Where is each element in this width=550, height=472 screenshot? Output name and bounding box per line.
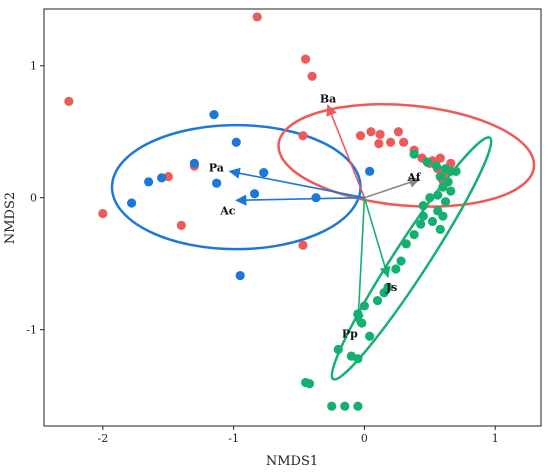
scatter-point-series-3 xyxy=(427,216,438,227)
scatter-point-series-3 xyxy=(304,379,315,389)
scatter-point-series-3 xyxy=(446,186,456,196)
scatter-point-series-2 xyxy=(311,193,321,203)
vector-label-ac: Ac xyxy=(219,204,236,217)
ticks-layer: -2 -1 0 1 -1 0 1 xyxy=(26,60,498,445)
vector-arrow-af xyxy=(364,177,421,199)
scatter-point-series-2 xyxy=(212,178,222,188)
scatter-point-series-3 xyxy=(418,211,428,221)
scatter-point-series-1 xyxy=(366,127,376,137)
scatter-point-series-3 xyxy=(451,166,461,176)
scatter-point-series-1 xyxy=(385,137,396,147)
scatter-point-series-1 xyxy=(64,96,74,106)
ellipses-layer xyxy=(110,103,536,381)
scatter-point-series-3 xyxy=(435,224,445,234)
scatter-point-series-1 xyxy=(393,127,404,137)
x-tick-label: -1 xyxy=(228,432,239,445)
scatter-point-series-2 xyxy=(144,177,154,187)
scatter-point-series-3 xyxy=(379,288,389,298)
vector-arrow-pp xyxy=(352,197,366,326)
y-tick-label: 1 xyxy=(30,60,37,73)
scatter-point-series-3 xyxy=(438,182,448,192)
scatter-point-series-3 xyxy=(418,201,428,211)
scatter-point-series-3 xyxy=(422,157,432,167)
scatter-point-series-3 xyxy=(365,331,375,341)
vector-label-pp: Pp xyxy=(342,327,358,340)
scatter-point-series-3 xyxy=(435,171,445,182)
scatter-point-series-3 xyxy=(440,197,451,207)
vector-label-js: Js xyxy=(385,281,397,294)
scatter-point-series-3 xyxy=(401,239,411,249)
scatter-point-series-3 xyxy=(409,149,419,159)
scatter-point-series-2 xyxy=(231,137,241,147)
scatter-point-series-1 xyxy=(375,129,385,139)
vector-arrow-ba xyxy=(326,104,366,199)
vector-label-af: Af xyxy=(406,171,421,184)
y-tick-label: 0 xyxy=(30,192,37,205)
scatter-point-series-1 xyxy=(307,71,317,81)
scatter-point-series-3 xyxy=(391,264,401,274)
scatter-point-series-1 xyxy=(355,131,366,141)
scatter-point-series-2 xyxy=(127,198,137,208)
scatter-point-series-1 xyxy=(300,54,311,64)
scatter-point-series-2 xyxy=(209,109,219,120)
scatter-point-series-2 xyxy=(235,270,245,281)
scatter-point-series-3 xyxy=(416,219,426,229)
y-tick-label: -1 xyxy=(26,324,37,337)
x-tick-label: 0 xyxy=(361,432,368,445)
scatter-point-series-3 xyxy=(340,401,350,411)
scatter-point-series-3 xyxy=(431,161,441,171)
scatter-point-series-3 xyxy=(353,401,363,411)
scatter-point-series-1 xyxy=(298,240,308,250)
scatter-point-series-2 xyxy=(249,189,260,199)
scatter-point-series-3 xyxy=(438,211,448,221)
vectors-layer: Ba Af Pa Ac Js Pp xyxy=(209,92,422,340)
vector-arrow-ac xyxy=(235,194,365,206)
scatter-point-series-2 xyxy=(365,166,375,176)
scatter-point-series-3 xyxy=(359,301,370,311)
points-layer xyxy=(64,12,461,411)
scatter-point-series-3 xyxy=(353,354,363,364)
y-axis-title: NMDS2 xyxy=(3,192,18,244)
x-tick-label: 1 xyxy=(492,432,499,445)
scatter-point-series-2 xyxy=(157,173,167,183)
scatter-point-series-3 xyxy=(372,296,383,306)
vector-label-pa: Pa xyxy=(209,161,224,174)
scatter-point-series-2 xyxy=(259,168,269,178)
confidence-ellipse-3 xyxy=(330,136,493,381)
scatter-point-series-3 xyxy=(425,193,435,203)
plot-frame xyxy=(43,8,542,427)
scatter-point-series-3 xyxy=(333,344,343,355)
scatter-point-series-1 xyxy=(298,131,308,141)
confidence-ellipse-2 xyxy=(277,103,536,208)
scatter-point-series-1 xyxy=(176,220,186,231)
scatter-point-series-2 xyxy=(189,158,200,168)
vector-arrow-js xyxy=(363,197,391,278)
scatter-point-series-1 xyxy=(399,137,409,147)
vector-label-ba: Ba xyxy=(320,92,336,105)
scatter-point-series-1 xyxy=(435,153,445,163)
scatter-point-series-3 xyxy=(327,401,337,411)
x-tick-label: -2 xyxy=(97,432,108,445)
x-axis-title: NMDS1 xyxy=(266,454,318,469)
scatter-point-series-3 xyxy=(396,256,406,266)
scatter-point-series-3 xyxy=(433,190,443,200)
vector-arrow-pa xyxy=(228,167,365,199)
scatter-point-series-1 xyxy=(374,139,384,149)
scatter-point-series-1 xyxy=(252,12,262,22)
scatter-point-series-1 xyxy=(98,208,108,219)
scatter-point-series-3 xyxy=(409,230,419,240)
